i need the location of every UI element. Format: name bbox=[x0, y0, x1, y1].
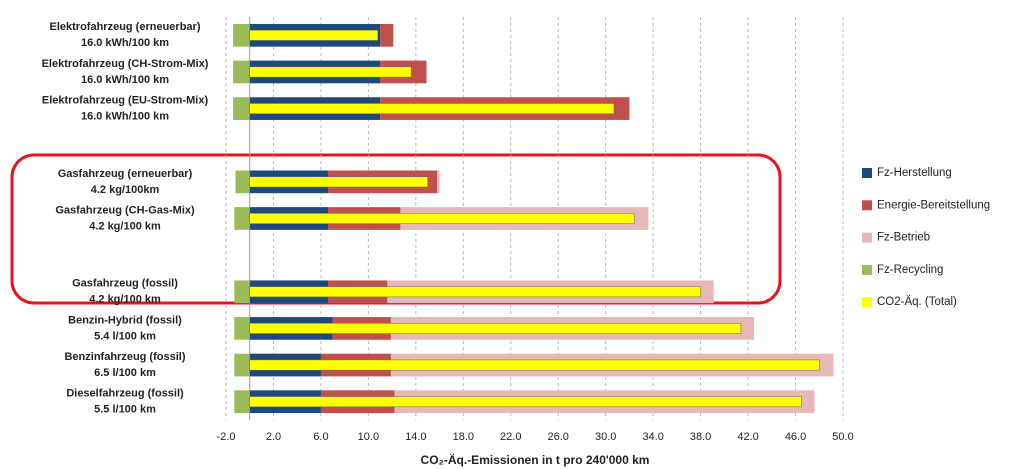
total-bar bbox=[249, 323, 742, 334]
y-tick-label: Dieselfahrzeug (fossil) bbox=[66, 388, 184, 400]
y-tick-label: Elektrofahrzeug (erneuerbar) bbox=[50, 21, 201, 33]
y-tick-label: 5.4 l/100 km bbox=[94, 330, 156, 342]
x-tick-label: 18.0 bbox=[453, 431, 474, 443]
y-tick-label: 4.2 kg/100 km bbox=[89, 294, 161, 306]
y-tick-label: 6.5 l/100 km bbox=[94, 367, 156, 379]
y-tick-label: Gasfahrzeug (CH-Gas-Mix) bbox=[55, 204, 195, 216]
x-axis-title: CO₂-Äq.-Emissionen in t pro 240'000 km bbox=[421, 452, 650, 467]
y-tick-label: Gasfahrzeug (erneuerbar) bbox=[58, 168, 193, 180]
y-tick-label: 16.0 kWh/100 km bbox=[81, 74, 169, 86]
total-bar bbox=[249, 176, 428, 188]
total-bar bbox=[249, 286, 701, 298]
x-tick-label: 38.0 bbox=[690, 431, 711, 443]
bar-segment bbox=[233, 60, 250, 84]
y-tick-label: Elektrofahrzeug (EU-Strom-Mix) bbox=[42, 94, 209, 106]
total-bar bbox=[249, 396, 802, 408]
bar-segment bbox=[234, 207, 250, 230]
x-tick-label: 50.0 bbox=[832, 431, 853, 443]
x-tick-label: 2.0 bbox=[266, 431, 281, 443]
bar-segment bbox=[234, 353, 250, 377]
legend-swatch bbox=[862, 232, 872, 243]
x-tick-label: 46.0 bbox=[785, 431, 806, 443]
y-tick-label: Gasfahrzeug (fossil) bbox=[72, 278, 178, 290]
legend-label: Fz-Herstellung bbox=[877, 167, 952, 179]
x-tick-label: -2.0 bbox=[217, 431, 236, 443]
total-bar bbox=[249, 103, 615, 114]
x-tick-label: 42.0 bbox=[737, 431, 758, 443]
legend-swatch bbox=[862, 264, 872, 275]
total-bar bbox=[249, 359, 820, 371]
legend-swatch bbox=[862, 200, 872, 211]
y-tick-label: 4.2 kg/100km bbox=[91, 184, 160, 196]
x-tick-label: 34.0 bbox=[642, 431, 663, 443]
total-bar bbox=[249, 66, 412, 78]
y-tick-label: 16.0 kWh/100 km bbox=[81, 37, 169, 49]
total-bar bbox=[249, 213, 635, 224]
x-tick-label: 6.0 bbox=[313, 431, 328, 443]
legend-label: Fz-Recycling bbox=[877, 264, 943, 276]
bar-segment bbox=[233, 23, 250, 47]
bar-segment bbox=[235, 170, 250, 194]
y-tick-label: 4.2 kg/100 km bbox=[89, 220, 161, 232]
y-tick-label: Benzin-Hybrid (fossil) bbox=[68, 314, 182, 326]
bar-segment bbox=[233, 97, 250, 120]
bar-segment bbox=[234, 390, 250, 414]
legend-label: Energie-Bereitstellung bbox=[877, 199, 990, 211]
legend-swatch bbox=[862, 297, 872, 308]
x-tick-label: 30.0 bbox=[595, 431, 616, 443]
legend-swatch bbox=[862, 168, 872, 178]
bar-segment bbox=[437, 170, 440, 194]
bar-segment bbox=[380, 23, 394, 47]
y-tick-label: 5.5 l/100 km bbox=[94, 404, 156, 416]
bar-segment bbox=[234, 280, 250, 304]
x-tick-label: 14.0 bbox=[405, 431, 426, 443]
x-tick-label: 26.0 bbox=[548, 431, 569, 443]
total-bar bbox=[249, 29, 379, 41]
legend-label: CO2-Äq. (Total) bbox=[877, 296, 957, 308]
x-tick-label: 22.0 bbox=[500, 431, 521, 443]
y-tick-label: Benzinfahrzeug (fossil) bbox=[64, 351, 185, 363]
y-tick-label: Elektrofahrzeug (CH-Strom-Mix) bbox=[42, 58, 209, 70]
x-tick-label: 10.0 bbox=[358, 431, 379, 443]
y-tick-label: 16.0 kWh/100 km bbox=[81, 110, 169, 122]
legend-label: Fz-Betrieb bbox=[877, 232, 930, 244]
bar-segment bbox=[234, 317, 250, 340]
